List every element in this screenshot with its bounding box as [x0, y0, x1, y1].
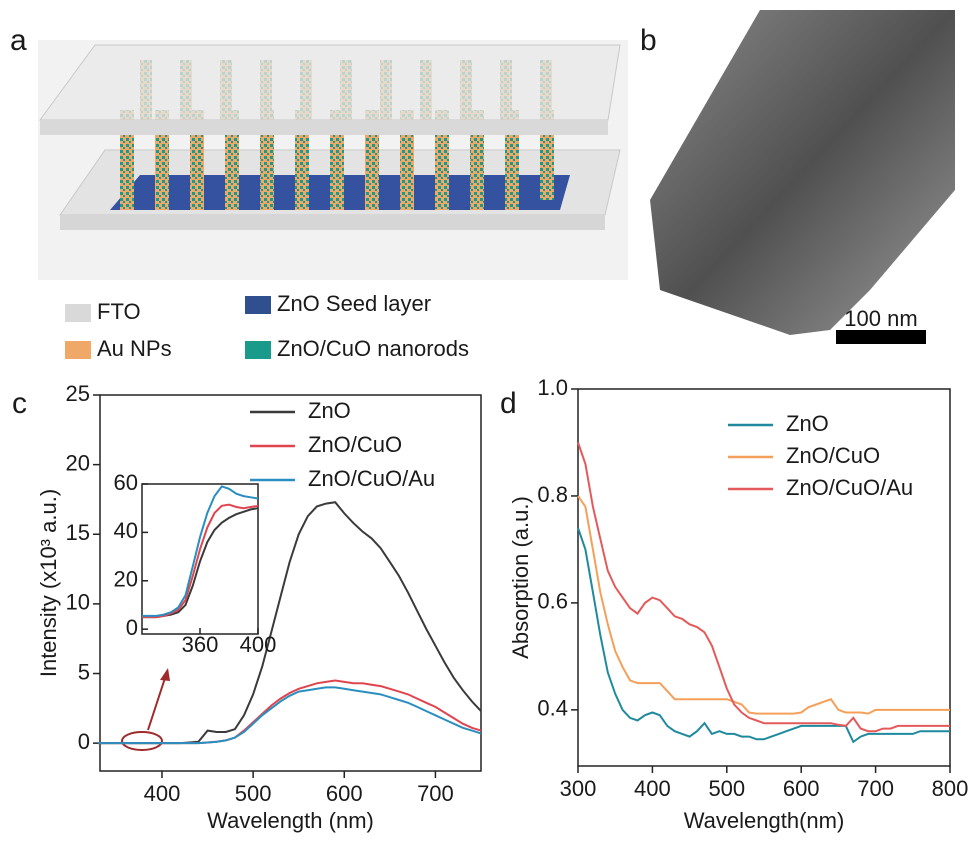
- y-tick-label: 1.0: [537, 375, 568, 400]
- x-axis-title: Wavelength(nm): [684, 808, 845, 833]
- x-tick-label: 300: [560, 776, 597, 801]
- y-tick-label: 0.6: [537, 589, 568, 614]
- x-tick-label: 500: [708, 776, 745, 801]
- y-tick-label: 25: [66, 381, 90, 406]
- legend-swatch: [65, 304, 91, 322]
- plot: 360 400 0 20 40 60: [114, 470, 277, 657]
- x-tick-label: 600: [326, 781, 363, 806]
- y-tick-label: 40: [114, 518, 138, 543]
- legend-label: ZnO: [786, 411, 829, 436]
- panel-label: d: [500, 387, 517, 420]
- legend-label: ZnO/CuO/Au: [786, 475, 913, 500]
- x-tick-label: 400: [634, 776, 671, 801]
- legend-label: ZnO/CuO: [786, 443, 880, 468]
- legend-label: FTO: [97, 299, 141, 324]
- arrow-head: [160, 668, 170, 681]
- y-tick-label: 20: [66, 450, 90, 475]
- figure: a b c d 100 nm FTO Au NPs ZnO Seed layer Zn…: [0, 0, 974, 836]
- plot: 300 400 500 600 700 800 0.4 0.6 0.8 1.0 ZnO ZnO/CuO…: [508, 375, 969, 833]
- legend-swatch: [65, 341, 91, 359]
- x-tick-label: 400: [240, 632, 277, 657]
- legend-label: ZnO/CuO nanorods: [277, 336, 469, 361]
- highlight: [122, 732, 162, 750]
- y-tick-label: 0: [78, 729, 90, 754]
- y-tick-label: 10: [66, 590, 90, 615]
- y-tick-label: 5: [78, 659, 90, 684]
- y-tick-label: 20: [114, 567, 138, 592]
- legend-label: Au NPs: [97, 336, 172, 361]
- y-tick-label: 0: [126, 615, 138, 640]
- panel-label: a: [10, 24, 27, 57]
- arrow: [148, 675, 166, 730]
- tem-image: [650, 10, 955, 344]
- schematic: [38, 40, 628, 280]
- legend-label: ZnO/CuO: [308, 432, 402, 457]
- scale-bar-label: 100 nm: [844, 306, 917, 331]
- x-tick-label: 400: [144, 781, 181, 806]
- x-tick-label: 700: [857, 776, 894, 801]
- data-line: [578, 496, 950, 714]
- x-tick-label: 800: [932, 776, 969, 801]
- y-axis-title: Absorption (a.u.): [508, 496, 533, 659]
- legend-label: ZnO: [308, 398, 351, 423]
- y-tick-label: 0.8: [537, 482, 568, 507]
- x-tick-label: 360: [182, 632, 219, 657]
- panel-label: c: [12, 387, 27, 420]
- legend-label: ZnO Seed layer: [277, 291, 431, 316]
- y-tick-label: 15: [66, 520, 90, 545]
- legend-swatch: [245, 341, 271, 359]
- y-axis-title: Intensity (x10³ a.u.): [36, 489, 61, 677]
- x-tick-label: 600: [783, 776, 820, 801]
- legend-label: ZnO/CuO/Au: [308, 466, 435, 491]
- x-tick-label: 500: [235, 781, 272, 806]
- x-tick-label: 700: [417, 781, 454, 806]
- x-axis-title: Wavelength (nm): [207, 808, 374, 833]
- legend-swatch: [245, 296, 271, 314]
- y-tick-label: 60: [114, 470, 138, 495]
- panel-label: b: [640, 24, 657, 57]
- y-tick-label: 0.4: [537, 696, 568, 721]
